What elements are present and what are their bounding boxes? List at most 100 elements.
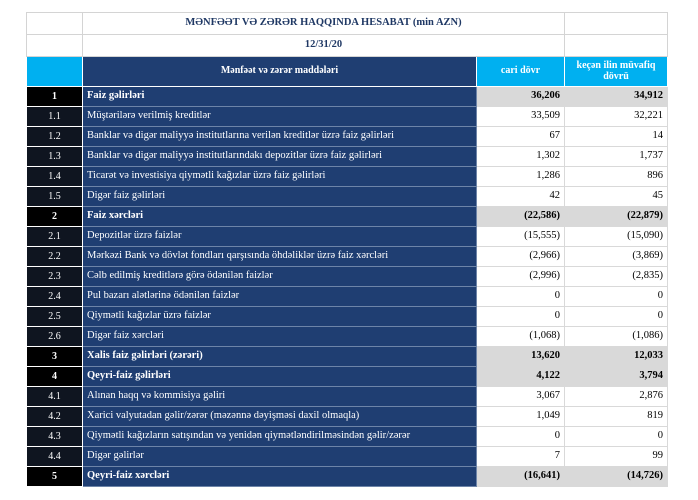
table-row: 4.2 Xarici valyutadan gəlir/zərər (məzənn… [26, 406, 668, 427]
row-label: Qiymətli kağızların satışından və yenidə… [82, 426, 477, 447]
row-label: Mərkəzi Bank və dövlət fondları qarşısın… [82, 246, 477, 267]
current-period-value: (2,996) [476, 266, 565, 287]
current-period-value: 1,286 [476, 166, 565, 187]
current-period-value: 42 [476, 186, 565, 207]
table-row: 4.3 Qiymətli kağızların satışından və yen… [26, 426, 668, 447]
row-number: 2.3 [26, 266, 83, 287]
table-row: 2.6 Digər faiz xərcləri (1,068) (1,086) [26, 326, 668, 347]
row-label: Xarici valyutadan gəlir/zərər (məzənnə d… [82, 406, 477, 427]
income-statement-sheet: MƏNFƏƏT VƏ ZƏRƏR HAQQINDA HESABAT (min A… [26, 12, 668, 487]
previous-period-value: (15,090) [564, 226, 668, 247]
table-row: 1.5 Digər faiz gəlirləri 42 45 [26, 186, 668, 207]
table-row: 1.3 Banklar və digər maliyyə institutları… [26, 146, 668, 167]
previous-period-column-header: keçən ilin müvafiq dövrü [564, 56, 668, 87]
report-date: 12/31/20 [82, 34, 565, 57]
table-row: 1.2 Banklar və digər maliyyə institutları… [26, 126, 668, 147]
row-label: Banklar və digər maliyyə institutlarına … [82, 126, 477, 147]
row-number: 5 [26, 466, 83, 487]
previous-period-value: 0 [564, 286, 668, 307]
row-label: Banklar və digər maliyyə institutlarında… [82, 146, 477, 167]
previous-period-value: 896 [564, 166, 668, 187]
row-number: 4.1 [26, 386, 83, 407]
row-label: Xalis faiz gəlirləri (zərəri) [82, 346, 477, 367]
table-row: 2.2 Mərkəzi Bank və dövlət fondları qarşı… [26, 246, 668, 267]
row-label: Cəlb edilmiş kreditlərə görə ödənilən fa… [82, 266, 477, 287]
current-period-value: 36,206 [476, 86, 565, 107]
date-row: 12/31/20 [26, 34, 668, 57]
current-period-value: 3,067 [476, 386, 565, 407]
row-label: Faiz xərcləri [82, 206, 477, 227]
previous-period-value: (2,835) [564, 266, 668, 287]
row-number: 1 [26, 86, 83, 107]
previous-period-value: 32,221 [564, 106, 668, 127]
previous-period-value: (14,726) [564, 466, 668, 487]
current-period-value: 7 [476, 446, 565, 467]
table-row: 2.4 Pul bazarı alətlərinə ödənilən faizlə… [26, 286, 668, 307]
current-period-value: 13,620 [476, 346, 565, 367]
column-header-row: Mənfəət və zərər maddələri cari dövr keç… [26, 56, 668, 87]
current-period-value: 33,509 [476, 106, 565, 127]
current-period-column-header: cari dövr [476, 56, 565, 87]
table-row: 2.3 Cəlb edilmiş kreditlərə görə ödənilən… [26, 266, 668, 287]
row-label: Depozitlər üzrə faizlər [82, 226, 477, 247]
row-label: Digər faiz gəlirləri [82, 186, 477, 207]
row-number: 3 [26, 346, 83, 367]
current-period-value: 67 [476, 126, 565, 147]
number-column-header [26, 56, 83, 87]
row-label: Qeyri-faiz gəlirləri [82, 366, 477, 387]
current-period-value: 1,049 [476, 406, 565, 427]
previous-period-value: (3,869) [564, 246, 668, 267]
row-number: 2.4 [26, 286, 83, 307]
table-row: 5 Qeyri-faiz xərcləri (16,641) (14,726) [26, 466, 668, 487]
row-number: 2.6 [26, 326, 83, 347]
row-number: 4.4 [26, 446, 83, 467]
current-period-value: 0 [476, 306, 565, 327]
current-period-value: 4,122 [476, 366, 565, 387]
current-period-value: (2,966) [476, 246, 565, 267]
row-label: Qiymətli kağızlar üzrə faizlər [82, 306, 477, 327]
row-label: Müştərilərə verilmiş kreditlər [82, 106, 477, 127]
row-label: Digər faiz xərcləri [82, 326, 477, 347]
row-number: 1.4 [26, 166, 83, 187]
table-row: 4.4 Digər gəlirlər 7 99 [26, 446, 668, 467]
table-row: 4 Qeyri-faiz gəlirləri 4,122 3,794 [26, 366, 668, 387]
previous-period-value: 0 [564, 426, 668, 447]
table-row: 2.5 Qiymətli kağızlar üzrə faizlər 0 0 [26, 306, 668, 327]
row-number: 1.5 [26, 186, 83, 207]
previous-period-value: 12,033 [564, 346, 668, 367]
report-title: MƏNFƏƏT VƏ ZƏRƏR HAQQINDA HESABAT (min A… [82, 12, 565, 35]
current-period-value: (22,586) [476, 206, 565, 227]
previous-period-value: 3,794 [564, 366, 668, 387]
title-row: MƏNFƏƏT VƏ ZƏRƏR HAQQINDA HESABAT (min A… [26, 12, 668, 35]
table-row: 4.1 Alınan haqq və kommisiya gəliri 3,067 2… [26, 386, 668, 407]
row-number: 2.5 [26, 306, 83, 327]
row-number: 4.3 [26, 426, 83, 447]
row-label: Pul bazarı alətlərinə ödənilən faizlər [82, 286, 477, 307]
table-row: 2 Faiz xərcləri (22,586) (22,879) [26, 206, 668, 227]
current-period-value: (15,555) [476, 226, 565, 247]
row-number: 2.2 [26, 246, 83, 267]
table-row: 2.1 Depozitlər üzrə faizlər (15,555) (15,09… [26, 226, 668, 247]
row-number: 2.1 [26, 226, 83, 247]
previous-period-value: 2,876 [564, 386, 668, 407]
current-period-value: 1,302 [476, 146, 565, 167]
table-row: 1.1 Müştərilərə verilmiş kreditlər 33,509 3… [26, 106, 668, 127]
row-number: 1.3 [26, 146, 83, 167]
previous-period-value: 0 [564, 306, 668, 327]
previous-period-value: 1,737 [564, 146, 668, 167]
table-row: 1 Faiz gəlirləri 36,206 34,912 [26, 86, 668, 107]
income-statement-table: MƏNFƏƏT VƏ ZƏRƏR HAQQINDA HESABAT (min A… [26, 12, 668, 487]
row-number: 2 [26, 206, 83, 227]
row-label: Qeyri-faiz xərcləri [82, 466, 477, 487]
previous-period-value: 819 [564, 406, 668, 427]
current-period-value: (1,068) [476, 326, 565, 347]
item-column-header: Mənfəət və zərər maddələri [82, 56, 477, 87]
previous-period-value: (1,086) [564, 326, 668, 347]
previous-period-value: 99 [564, 446, 668, 467]
current-period-value: 0 [476, 426, 565, 447]
row-label: Digər gəlirlər [82, 446, 477, 467]
row-label: Ticarət və investisiya qiymətli kağızlar… [82, 166, 477, 187]
table-row: 1.4 Ticarət və investisiya qiymətli kağız… [26, 166, 668, 187]
table-row: 3 Xalis faiz gəlirləri (zərəri) 13,620 12,0… [26, 346, 668, 367]
row-number: 1.2 [26, 126, 83, 147]
